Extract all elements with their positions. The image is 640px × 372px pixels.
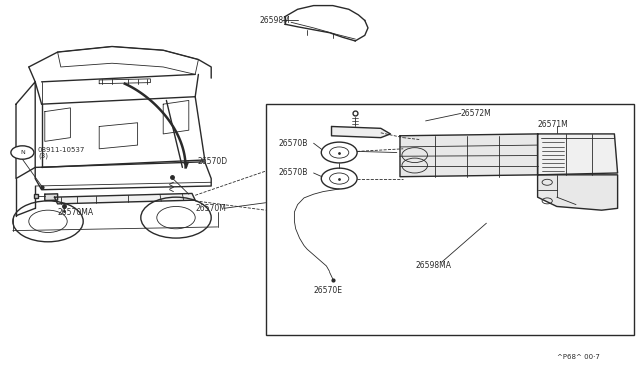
Text: 08911-10537: 08911-10537 (37, 147, 84, 153)
Text: 26598MA: 26598MA (416, 262, 452, 270)
Bar (266, 104, 634, 335)
Text: ^P68^ 00·7: ^P68^ 00·7 (557, 354, 600, 360)
Text: 26570M: 26570M (195, 204, 226, 213)
Text: 26598M: 26598M (259, 16, 290, 25)
Text: 26571M: 26571M (538, 120, 568, 129)
Text: 26572M: 26572M (461, 109, 492, 118)
Polygon shape (538, 134, 618, 175)
Polygon shape (45, 194, 58, 201)
Text: (3): (3) (38, 153, 49, 160)
Text: 26570B: 26570B (278, 139, 308, 148)
Text: 26570D: 26570D (197, 157, 227, 166)
Polygon shape (400, 134, 538, 177)
Polygon shape (332, 126, 390, 138)
Circle shape (11, 146, 34, 159)
Text: N: N (20, 150, 25, 155)
Polygon shape (54, 193, 195, 204)
Text: 26570E: 26570E (314, 286, 342, 295)
Text: 26570B: 26570B (278, 169, 308, 177)
Polygon shape (538, 175, 618, 210)
Text: 26570MA: 26570MA (58, 208, 93, 217)
